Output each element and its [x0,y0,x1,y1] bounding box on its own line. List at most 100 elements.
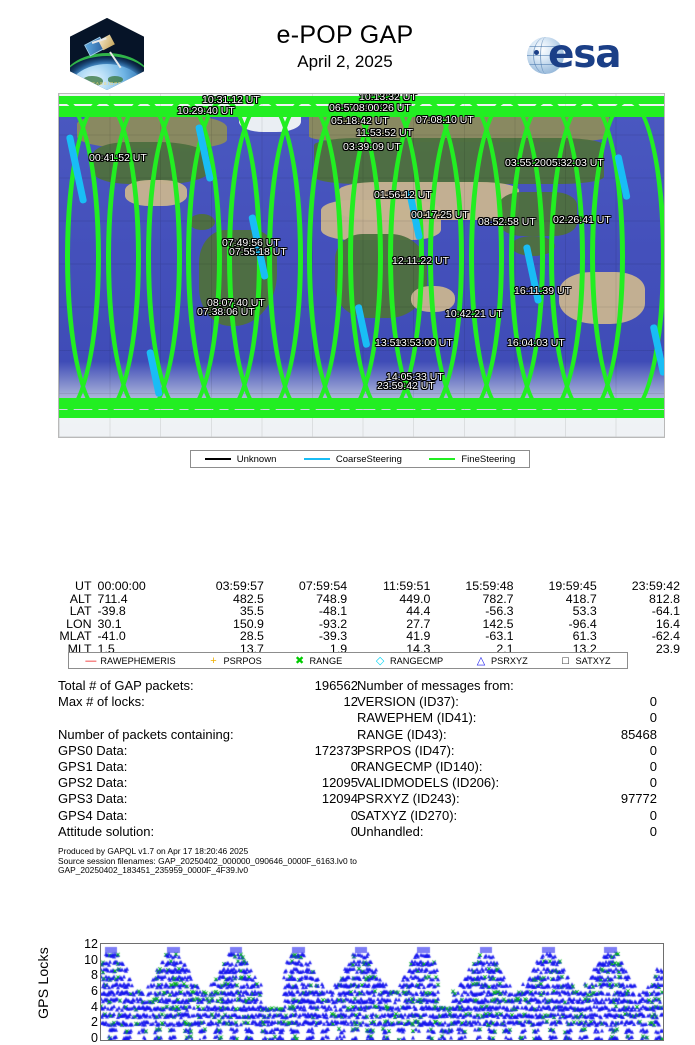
table-cell: 449.0 [399,591,431,606]
legend-label: PSRPOS [223,655,262,666]
stat-key: GPS0 Data: [58,742,128,758]
table-cell: -39.3 [318,629,348,644]
gps-locks-plot [100,943,664,1041]
table-cell: 27.7 [406,616,431,631]
cassiope-logo: CASSIOPE [62,16,154,92]
map-ut-timestamp: 16:04:03 UT [507,337,565,349]
stat-row: Attitude solution: 0 [58,824,358,840]
table-cell: 44.4 [406,604,431,619]
stat-key: PSRPOS (ID47): [357,742,455,758]
y-axis-tick-label: 12 [84,937,98,951]
stat-row: RANGECMP (ID140): 0 [357,759,657,775]
stat-key: Attitude solution: [58,823,155,839]
stat-key: RANGE (ID43): [357,726,447,742]
orbit-band-top [59,106,664,117]
stat-key: Max # of locks: [58,694,145,710]
y-axis-tick-label: 0 [91,1031,98,1045]
map-ut-timestamp: 07:08:10 UT [416,114,474,126]
stat-key: Total # of GAP packets: [58,678,194,693]
page-subtitle-date: April 2, 2025 [297,52,393,71]
message-legend-item: + PSRPOS [208,655,262,666]
stat-value: 97772 [620,791,657,807]
stat-key: VALIDMODELS (ID206): [357,775,500,791]
stat-row: RANGE (ID43): 85468 [357,727,657,743]
stat-row: GPS4 Data: 0 [58,808,358,824]
stat-value: 0 [649,742,657,758]
esa-wordmark: esa [548,32,622,77]
table-row: ALT 711.4 482.5 748.9 449.0 782.7 418.7 812.8 [40,591,680,606]
map-ut-timestamp: 10:42:21 UT [445,308,503,320]
stat-value: 0 [649,775,657,791]
stat-row: GPS1 Data: 0 [58,759,358,775]
ephemeris-table-grid: UT 00:00:00 03:59:57 07:59:54 11:59:51 15:59:… [40,580,680,656]
packets-heading: Number of packets containing: [58,726,234,742]
satellite-body [98,34,115,50]
table-cell: 23.9 [655,641,680,656]
legend-label: CoarseSteering [335,453,402,465]
table-cell: 03:59:57 [215,579,264,593]
map-legend: Unknown CoarseSteering FineSteering [190,450,530,468]
packet-statistics-panel: Total # of GAP packets: 196562 Max # of lo… [58,678,358,840]
stat-value: 12 [343,694,358,710]
table-cell: 150.9 [232,616,264,631]
map-ut-timestamp: 10:13:32 UT [359,93,417,103]
legend-symbol: — [85,654,97,667]
map-ut-timestamp: 02:26:41 UT [553,214,611,226]
stat-value: 0 [649,807,657,823]
stat-value: 12094 [321,791,358,807]
spacer [58,710,358,726]
stat-key: GPS2 Data: [58,775,128,791]
stat-value: 12095 [321,775,358,791]
stat-row: VERSION (ID37): 0 [357,694,657,710]
table-cell: 41.9 [406,629,431,644]
map-ut-timestamp: 14:05:33 UT [386,371,444,383]
table-cell: 15:59:48 [465,579,514,593]
aurora-arc [70,52,144,86]
table-row: UT 00:00:00 03:59:57 07:59:54 11:59:51 15:59:… [40,580,680,593]
legend-label: RAWEPHEMERIS [100,655,176,666]
stat-key: RAWEPHEM (ID41): [357,710,477,726]
ephemeris-table: UT 00:00:00 03:59:57 07:59:54 11:59:51 15:59:… [40,580,680,656]
table-cell: 418.7 [565,591,597,606]
antarctica [59,414,664,437]
table-cell: 142.5 [482,616,514,631]
stat-value: 0 [649,759,657,775]
stat-value: 85468 [620,726,657,742]
map-ut-timestamp: 07:38:06 UT [197,306,255,318]
gps-locks-y-axis-label: GPS Locks [35,947,51,1019]
table-cell: 28.5 [239,629,264,644]
title-block: e-POP GAP April 2, 2025 [180,20,510,73]
table-cell: 35.5 [239,604,264,619]
map-ut-timestamp: 08:00:26 UT [353,102,411,114]
map-ut-timestamp: 13:59:59 UT [375,337,433,349]
stat-key: GPS3 Data: [58,791,128,807]
map-ut-timestamp: 08:52:58 UT [478,216,536,228]
map-ut-timestamp: 13:53:00 UT [395,337,453,349]
map-ut-timestamp: 10:29:40 UT [177,105,235,117]
table-cell: 16.4 [655,616,680,631]
cassiope-wordmark: CASSIOPE [91,81,123,87]
table-cell: 711.4 [97,591,128,606]
legend-label: FineSteering [461,453,516,465]
y-axis-tick-label: 4 [91,999,98,1014]
map-ut-timestamp: 03:39:09 UT [343,141,401,153]
table-cell: 23:59:42 [631,579,680,593]
table-cell: -39.8 [97,604,126,619]
cassiope-hexagon: CASSIOPE [70,18,144,90]
table-cell: -41.0 [97,629,126,644]
stat-row: PSRXYZ (ID243): 97772 [357,791,657,807]
table-row-label: LAT [69,604,92,619]
table-cell: 53.3 [572,604,597,619]
gps-locks-scatter-canvas [101,944,663,1040]
stat-row: GPS0 Data: 172373 [58,743,358,759]
stat-row: GPS3 Data: 12094 [58,791,358,807]
table-cell: 07:59:54 [298,579,348,593]
stat-row: Max # of locks: 12 [58,694,358,710]
map-ut-timestamp: 12:11:22 UT [392,255,450,267]
stat-value: 0 [649,694,657,710]
message-legend-item: ✖ RANGE [295,655,342,666]
legend-symbol: □ [562,654,569,667]
map-ut-timestamp: 06:57:31 UT [329,102,387,114]
table-row-label: LON [66,616,92,631]
table-cell: -63.1 [485,629,514,644]
